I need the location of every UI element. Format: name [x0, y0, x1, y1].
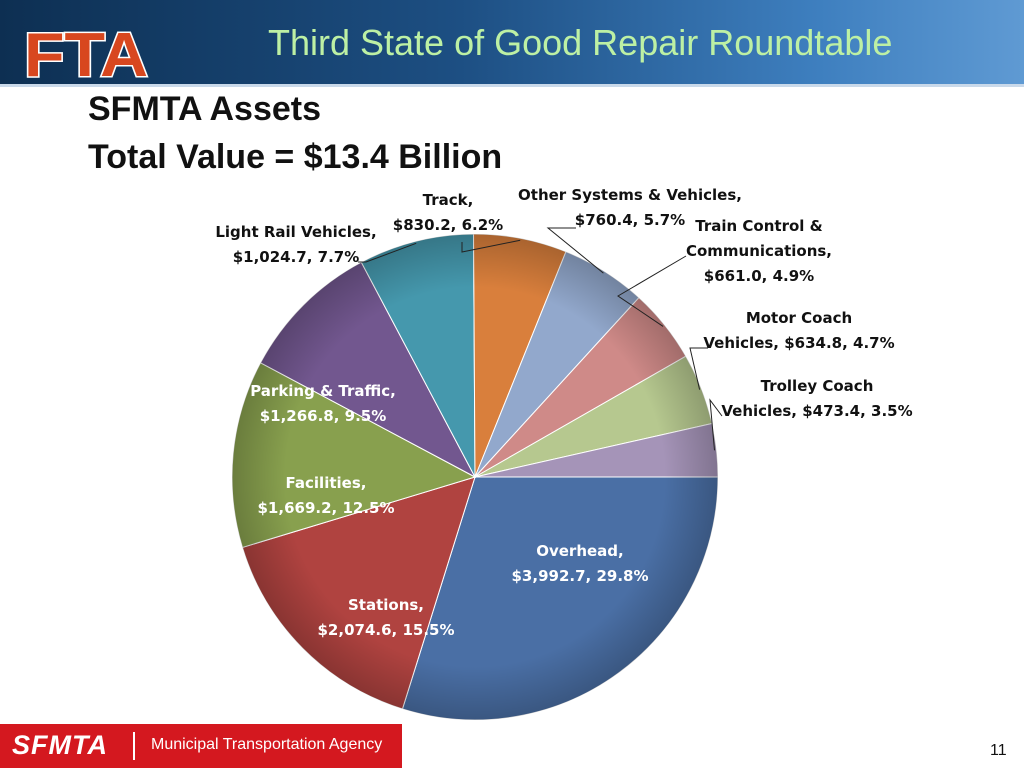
slice-label-line: $1,266.8, 9.5% [260, 407, 387, 425]
slice-label: Train Control & Communications, $661.0, 4.… [686, 217, 832, 285]
slice-label-line: Track, [423, 191, 474, 209]
slice-label-line: Other Systems & Vehicles, [518, 186, 742, 204]
leader-line [461, 239, 521, 253]
slice-label-line: Communications, [686, 242, 832, 260]
page-number: 11 [990, 742, 1007, 759]
slice-label-line: $1,669.2, 12.5% [258, 499, 395, 517]
leader-line [358, 242, 417, 263]
slide-title: SFMTA Assets [88, 90, 322, 128]
slice-label-line: Trolley Coach [761, 377, 874, 395]
leader-line [546, 227, 604, 274]
sfmta-logo: SFMTA [12, 730, 108, 760]
fta-logo: FTA [22, 20, 152, 92]
footer-brand-band: SFMTA Municipal Transportation Agency [0, 724, 402, 768]
slice-label-line: $1,024.7, 7.7% [233, 248, 360, 266]
slice-label-line: $661.0, 4.9% [704, 267, 814, 285]
slice-label: Stations, $2,074.6, 15.5% [318, 596, 455, 639]
fta-logo-text: FTA [24, 21, 148, 82]
slice-label-line: Train Control & [695, 217, 822, 235]
slice-label-line: Overhead, [536, 542, 624, 560]
header-bar: FTA Third State of Good Repair Roundtabl… [0, 0, 1024, 92]
slice-label: Parking & Traffic, $1,266.8, 9.5% [250, 382, 396, 425]
slice-label: Trolley Coach Vehicles, $473.4, 3.5% [721, 377, 912, 420]
slice-label-line: $760.4, 5.7% [575, 211, 685, 229]
footer-divider [133, 732, 135, 760]
leader-line [617, 255, 687, 327]
slice-label-line: Vehicles, $634.8, 4.7% [703, 334, 894, 352]
slice-label: Track, $830.2, 6.2% [393, 191, 503, 234]
slide-subtitle: Total Value = $13.4 Billion [88, 138, 503, 176]
leader-line [709, 398, 723, 451]
slice-label: Motor Coach Vehicles, $634.8, 4.7% [703, 309, 894, 352]
slice-label-line: Parking & Traffic, [250, 382, 396, 400]
slice-label-line: Stations, [348, 596, 424, 614]
leader-line [689, 347, 708, 390]
slice-label-line: $2,074.6, 15.5% [318, 621, 455, 639]
agency-name: Municipal Transportation Agency [151, 736, 383, 753]
header-divider [0, 84, 1024, 87]
slice-label-line: $3,992.7, 29.8% [512, 567, 649, 585]
slice-label-line: $830.2, 6.2% [393, 216, 503, 234]
slice-label-line: Facilities, [286, 474, 367, 492]
slice-label: Light Rail Vehicles, $1,024.7, 7.7% [215, 223, 376, 266]
slice-label: Other Systems & Vehicles, $760.4, 5.7% [518, 186, 742, 229]
slice-label-line: Light Rail Vehicles, [215, 223, 376, 241]
slice-label: Facilities, $1,669.2, 12.5% [258, 474, 395, 517]
slice-label-line: Motor Coach [746, 309, 852, 327]
slice-label-line: Vehicles, $473.4, 3.5% [721, 402, 912, 420]
header-title: Third State of Good Repair Roundtable [268, 22, 893, 63]
slice-label: Overhead, $3,992.7, 29.8% [512, 542, 649, 585]
